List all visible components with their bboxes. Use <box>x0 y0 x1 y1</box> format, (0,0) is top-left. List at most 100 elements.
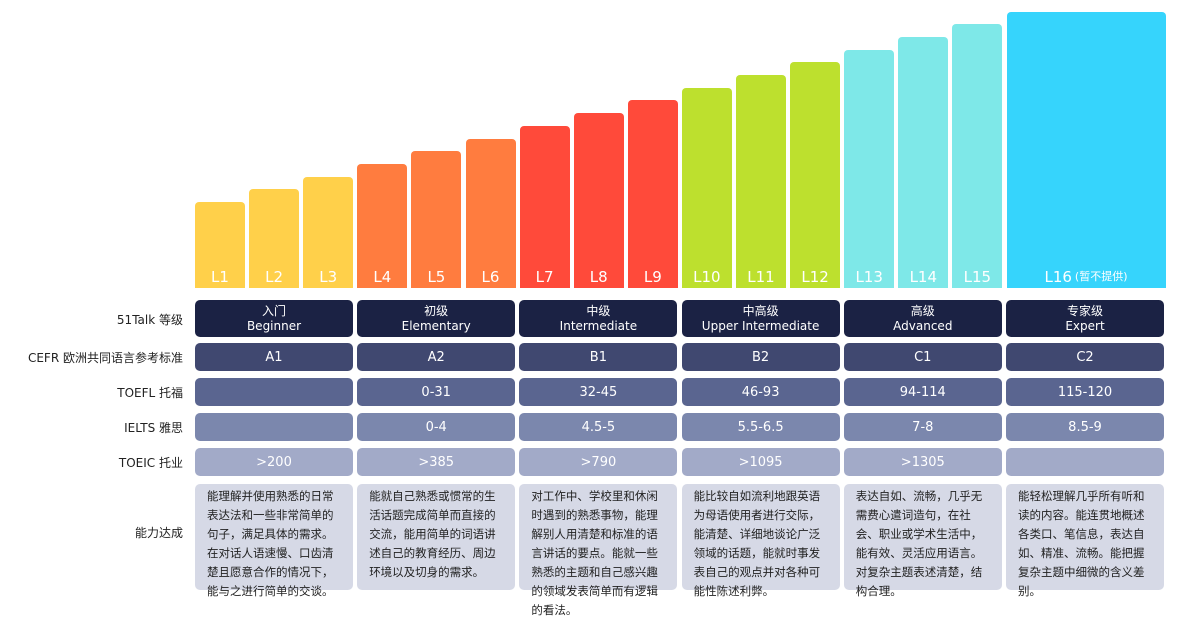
value: 7-8 <box>912 419 934 435</box>
level-label: L7 <box>535 268 554 286</box>
cell-talk: 专家级 Expert <box>1006 300 1164 337</box>
cell-toeic <box>1006 448 1164 476</box>
level-bar: L11 <box>736 75 786 288</box>
level-bar: L3 <box>303 176 354 288</box>
value: >790 <box>580 454 617 470</box>
level-bar: L12 <box>790 62 841 288</box>
level-label: L5 <box>427 268 446 286</box>
row-label-cefr: CEFR 欧洲共同语言参考标准 <box>27 351 183 365</box>
cell-cefr: A2 <box>357 343 516 371</box>
level-en: Elementary <box>401 318 471 333</box>
cell-toefl: 46-93 <box>681 378 840 406</box>
cell-cefr: C1 <box>843 343 1002 371</box>
ability-description: 能理解并使用熟悉的日常表达法和一些非常简单的句子，满足具体的需求。在对话人语速慢… <box>195 484 353 598</box>
cell-toefl <box>195 378 353 406</box>
value: >1305 <box>900 454 945 470</box>
level-bar: L9 <box>627 100 678 288</box>
cell-toefl: 115-120 <box>1006 378 1164 406</box>
value: 8.5-9 <box>1068 419 1102 435</box>
level-en: Beginner <box>246 318 302 333</box>
level-bar: L16 (暂不提供) <box>1006 11 1166 288</box>
cell-cefr: A1 <box>195 343 353 371</box>
level-en: Expert <box>1065 318 1105 333</box>
value: 32-45 <box>579 384 618 400</box>
cell-ielts <box>195 413 353 441</box>
cell-toeic: >790 <box>519 448 678 476</box>
cell-talk: 初级 Elementary <box>357 300 516 337</box>
cell-talk: 中高级 Upper Intermediate <box>681 300 840 337</box>
value: 46-93 <box>741 384 780 400</box>
value: 0-31 <box>421 384 451 400</box>
row-label-toeic: TOEIC 托业 <box>118 456 183 470</box>
value: >1095 <box>738 454 783 470</box>
level-cn: 入门 <box>261 303 286 318</box>
level-bar: L6 <box>465 138 516 288</box>
level-label: L8 <box>589 268 608 286</box>
level-bar: L14 <box>898 36 949 288</box>
value: B2 <box>751 349 770 365</box>
row-label-ability: 能力达成 <box>134 526 183 540</box>
cell-talk: 中级 Intermediate <box>519 300 678 337</box>
value: A2 <box>427 349 445 365</box>
value: >385 <box>418 454 455 470</box>
cell-ielts: 0-4 <box>357 413 516 441</box>
ability-description: 表达自如、流畅，几乎无需费心遣词造句，在社会、职业或学术生活中，能有效、灵活应用… <box>843 484 1002 598</box>
ability-description: 能比较自如流利地跟英语为母语使用者进行交际，能清楚、详细地谈论广泛领域的话题，能… <box>681 484 840 598</box>
row-label-ielts: IELTS 雅思 <box>124 421 183 435</box>
level-cn: 初级 <box>424 303 449 318</box>
level-label: L10 <box>693 268 721 286</box>
ability-description: 能轻松理解几乎所有听和读的内容。能连贯地概述各类口、笔信息，表达自如、精准、流畅… <box>1006 484 1164 598</box>
level-label: L4 <box>373 268 392 286</box>
level-label: L1 <box>211 268 229 286</box>
cell-cefr: B2 <box>681 343 840 371</box>
value: >200 <box>256 454 292 470</box>
value: A1 <box>265 349 283 365</box>
cell-toeic: >385 <box>357 448 516 476</box>
level-label: L16 <box>1044 268 1072 286</box>
ability-description: 能就自己熟悉或惯常的生活话题完成简单而直接的交流，能用简单的词语讲述自己的教育经… <box>357 484 516 590</box>
level-bar: L10 <box>681 87 732 288</box>
level-bar: L15 <box>952 24 1003 288</box>
value: C1 <box>914 349 932 365</box>
cell-toefl: 94-114 <box>843 378 1002 406</box>
cell-toeic: >1095 <box>681 448 840 476</box>
level-cn: 中级 <box>586 303 611 318</box>
level-bar: L8 <box>573 113 624 288</box>
cell-cefr: B1 <box>519 343 678 371</box>
cell-toeic: >200 <box>195 448 353 476</box>
level-bar: L13 <box>844 49 895 288</box>
value: 115-120 <box>1057 384 1113 400</box>
level-label: L15 <box>963 268 992 286</box>
cell-cefr: C2 <box>1006 343 1164 371</box>
cell-ielts: 8.5-9 <box>1006 413 1164 441</box>
cell-toeic: >1305 <box>843 448 1002 476</box>
level-bar: L7 <box>519 125 570 288</box>
level-bar: L4 <box>357 163 408 288</box>
row-label-toefl: TOEFL 托福 <box>117 386 183 400</box>
cell-toefl: 0-31 <box>357 378 516 406</box>
level-label: L3 <box>319 268 338 286</box>
level-label: L11 <box>747 268 775 286</box>
level-bar: L2 <box>249 189 300 288</box>
value: 0-4 <box>425 419 447 435</box>
level-label: L2 <box>265 268 284 286</box>
level-en: Upper Intermediate <box>701 318 820 333</box>
value: 5.5-6.5 <box>737 419 784 435</box>
level-label: L13 <box>855 268 883 286</box>
cell-ielts: 5.5-6.5 <box>681 413 840 441</box>
value: C2 <box>1076 349 1094 365</box>
cell-toefl: 32-45 <box>519 378 678 406</box>
level-cn: 高级 <box>910 303 935 318</box>
level-cn: 中高级 <box>742 303 779 318</box>
cell-talk: 高级 Advanced <box>843 300 1002 337</box>
level-bar: L1 <box>195 202 245 288</box>
level-en: Intermediate <box>559 318 638 333</box>
level-note: (暂不提供) <box>1074 270 1128 283</box>
level-label: L6 <box>481 268 500 286</box>
level-label: L12 <box>801 268 829 286</box>
row-label-talk: 51Talk 等级 <box>116 312 183 327</box>
value: 94-114 <box>899 384 946 400</box>
cell-ielts: 7-8 <box>843 413 1002 441</box>
cell-talk: 入门 Beginner <box>195 300 353 337</box>
level-bar: L5 <box>411 151 462 288</box>
